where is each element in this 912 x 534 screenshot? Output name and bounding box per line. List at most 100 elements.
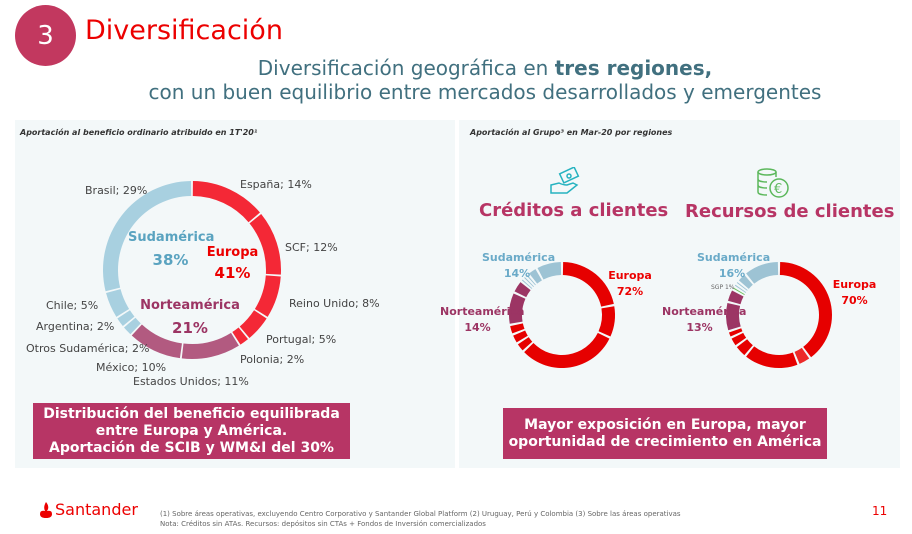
summary-line: entre Europa y América. [95,422,288,439]
donut-segment-chile [106,289,130,317]
label-estados-unidos: Estados Unidos; 11% [133,375,249,388]
donut-segment-sudamérica [734,284,747,293]
recursos-sud: Sudamérica 16% [697,250,771,282]
region-name: Europa [206,245,259,260]
label-scf: SCF; 12% [285,241,338,254]
donut-segment-sgp [733,287,745,295]
donut-segment-europa [562,262,614,307]
summary-line: oportunidad de crecimiento en América [508,433,822,450]
brand-name: Santander [55,500,138,519]
creditos-nor: Norteamérica 14% [440,304,525,336]
footnotes: (1) Sobre áreas operativas, excluyendo C… [160,509,681,529]
donut-segment-sudamérica [521,279,533,289]
recursos-sgp: SGP 1% [711,284,735,291]
donut-segment-reino-unido [254,275,281,317]
region-name: Europa [608,269,652,282]
donut-segment-brasil [103,181,192,292]
region-value: 14% [503,267,531,280]
donut-segment-argentina [117,310,135,327]
donut-segment-sudamérica [537,262,562,280]
region-value: 41% [214,264,251,282]
label-reino-unido: Reino Unido; 8% [289,297,380,310]
donut-segment-europa [524,332,610,368]
donut-segment-norteamérica [727,290,744,305]
donut-segment-europa [517,337,533,351]
left-caption: Aportación al beneficio ordinario atribu… [20,128,258,137]
region-value: 16% [718,267,746,280]
donut-segment-europa [728,328,743,337]
donut-segment-europa [794,347,810,364]
donut-segment-sudamérica [524,277,534,287]
flame-icon [40,501,52,518]
summary-line: Distribución del beneficio equilibrada [43,405,340,422]
subtitle-part: Diversificación geográfica en [257,56,555,80]
donut-segment-europa [731,332,747,346]
footnote: (1) Sobre áreas operativas, excluyendo C… [160,510,681,518]
region-name: Norteamérica [140,298,240,313]
region-value: 72% [616,285,644,298]
donut-segment-otros-sudamérica [124,317,141,335]
coins-euro-icon: € [757,168,789,198]
donut-segment-norteamérica [514,282,531,298]
subtitle: Diversificación geográfica en tres regio… [60,56,910,104]
label-brasil: Brasil; 29% [85,184,148,197]
region-name: Norteamérica [440,305,525,318]
donut-segment-scf [249,213,281,275]
donut-segment-norteamérica [509,293,526,324]
subtitle-line2: con un buen equilibrio entre mercados de… [148,80,822,104]
page-number: 11 [872,504,888,518]
donut-segment-sudamérica [746,262,779,284]
recursos-eur: Europa 70% [832,277,877,309]
region-value: 70% [841,294,868,307]
donut-segment-norteamérica [726,302,741,331]
label-portugal: Portugal; 5% [266,333,337,346]
region-sudamerica: Sudamérica 38% [128,228,215,270]
donut-segment-portugal [239,310,267,338]
svg-text:€: € [774,182,782,197]
recursos-title: Recursos de clientes [685,201,895,222]
loan-hand-icon [550,167,580,194]
right-summary-box: Mayor exposición en Europa, mayor oportun… [503,408,827,459]
donut-segment-estados-unidos [181,332,239,359]
region-norteamerica: Norteamérica 21% [140,296,240,338]
subtitle-bold: tres regiones, [554,56,713,80]
label-argentina: Argentina; 2% [36,320,115,333]
summary-line: Mayor exposición en Europa, mayor [524,416,806,433]
right-caption: Aportación al Grupo³ en Mar-20 por regio… [470,128,673,137]
creditos-title: Créditos a clientes [479,200,669,221]
region-name: Sudamérica [128,230,215,245]
donut-segment-méxico [131,324,182,359]
donut-segment-europa [598,306,616,337]
donut-segment-europa [513,330,528,343]
donut-segment-sudamérica [738,274,753,289]
donut-segment-europa [736,339,753,356]
footnote: Nota: Créditos sin ATAs. Recursos: depós… [160,520,486,528]
donut-segment-sudamérica [526,274,536,286]
donut-segment-europa [779,262,832,358]
region-name: Norteamérica [662,305,747,318]
donut-segment-sudamérica [529,269,542,284]
left-summary-box: Distribución del beneficio equilibrada en… [33,403,350,459]
region-value: 13% [686,321,713,334]
creditos-eur: Europa 72% [605,268,655,300]
donut-segment-españa [192,181,260,223]
region-name: Europa [832,278,877,291]
donut-segment-sudamérica [736,282,748,291]
region-europa: Europa 41% [200,243,265,283]
label-otros-sudamerica: Otros Sudamérica; 2% [26,342,150,355]
region-value: 14% [464,321,491,334]
section-number-badge: 3 [15,5,76,66]
page-title: Diversificación [85,15,283,46]
region-name: Sudamérica [697,251,771,264]
region-value: 38% [152,251,189,269]
donut-segment-europa [746,346,798,368]
creditos-sud: Sudamérica 14% [482,250,556,282]
region-name: Sudamérica [482,251,556,264]
santander-logo: Santander [40,500,138,519]
label-polonia: Polonia; 2% [240,353,305,366]
label-espana: España; 14% [240,178,312,191]
donut-segment-europa [510,323,525,334]
donut-segment-polonia [232,327,249,345]
region-value: 21% [172,319,208,337]
